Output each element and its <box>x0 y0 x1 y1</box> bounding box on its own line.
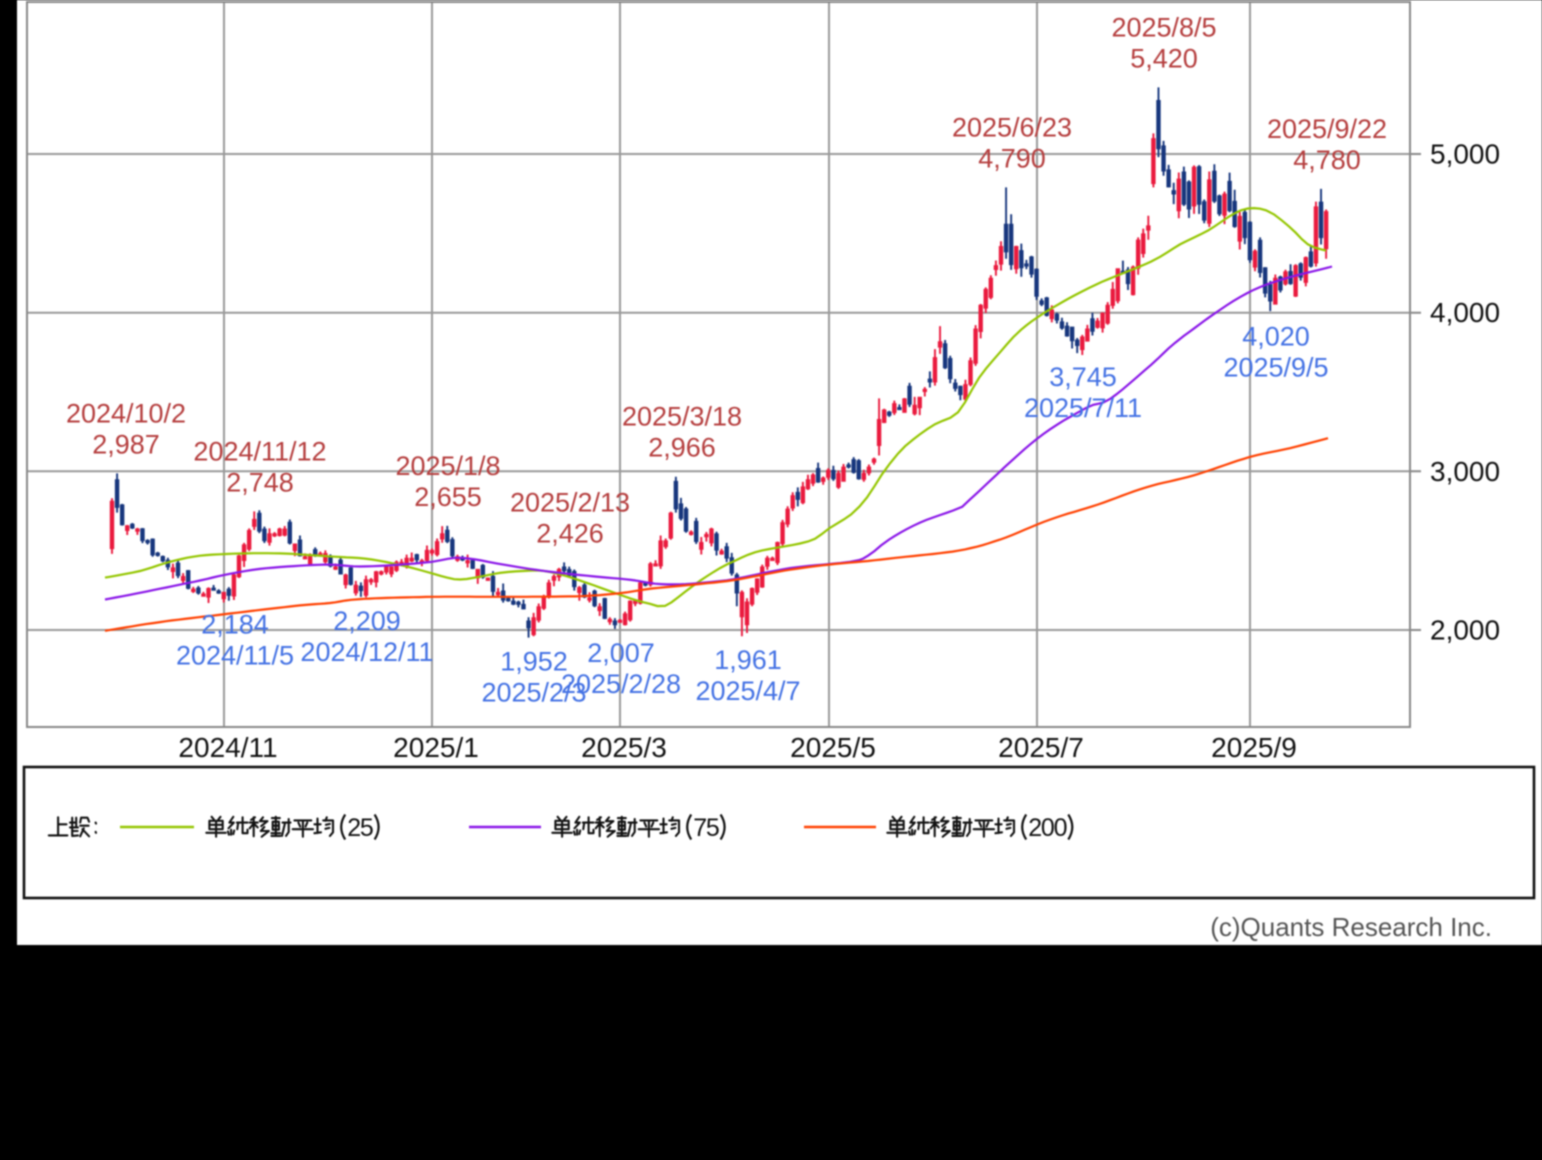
svg-text:2025/1: 2025/1 <box>393 732 479 763</box>
svg-text:2,748: 2,748 <box>226 467 294 497</box>
svg-text:2,184: 2,184 <box>201 610 269 640</box>
svg-text:2,209: 2,209 <box>333 606 401 636</box>
svg-text:(c)Quants Research Inc.: (c)Quants Research Inc. <box>1210 912 1492 942</box>
svg-text:2024/11/5: 2024/11/5 <box>176 641 294 671</box>
svg-text:5,000: 5,000 <box>1430 139 1500 170</box>
svg-text:2025/1/8: 2025/1/8 <box>395 451 500 481</box>
svg-text:2025/4/7: 2025/4/7 <box>695 676 800 706</box>
svg-text:3,745: 3,745 <box>1049 362 1117 392</box>
svg-text:2024/12/11: 2024/12/11 <box>300 637 433 667</box>
svg-text:2025/9/22: 2025/9/22 <box>1267 114 1387 144</box>
svg-text:2025/2/13: 2025/2/13 <box>510 487 630 517</box>
svg-text:2025/2/28: 2025/2/28 <box>561 669 681 699</box>
svg-text:4,790: 4,790 <box>978 143 1046 173</box>
svg-text:5: 5 <box>360 814 374 842</box>
svg-text:1,952: 1,952 <box>500 647 568 677</box>
svg-text:4,780: 4,780 <box>1293 145 1361 175</box>
svg-text:4,000: 4,000 <box>1430 297 1500 328</box>
svg-text:1,961: 1,961 <box>714 645 782 675</box>
svg-text:2,007: 2,007 <box>587 638 655 668</box>
svg-text:2025/9: 2025/9 <box>1211 732 1297 763</box>
svg-text:2024/10/2: 2024/10/2 <box>66 398 186 428</box>
svg-text:2025/7: 2025/7 <box>998 732 1084 763</box>
svg-text:2024/11: 2024/11 <box>178 732 277 763</box>
svg-text:2025/2/3: 2025/2/3 <box>481 678 586 708</box>
svg-text:2025/6/23: 2025/6/23 <box>952 112 1072 142</box>
svg-text:2: 2 <box>347 814 361 842</box>
svg-text:2025/8/5: 2025/8/5 <box>1111 12 1216 42</box>
svg-text:2,000: 2,000 <box>1430 615 1500 646</box>
svg-text:2024/11/12: 2024/11/12 <box>193 436 326 466</box>
svg-text:2,426: 2,426 <box>536 518 604 548</box>
svg-text:5,420: 5,420 <box>1130 43 1198 73</box>
svg-text:3,000: 3,000 <box>1430 456 1500 487</box>
svg-text:2025/3/18: 2025/3/18 <box>622 402 742 432</box>
svg-text:4,020: 4,020 <box>1242 321 1310 351</box>
svg-text:2,966: 2,966 <box>648 433 716 463</box>
svg-text:5: 5 <box>706 814 720 842</box>
svg-text:2025/3: 2025/3 <box>581 732 667 763</box>
svg-text:0: 0 <box>1041 814 1055 842</box>
svg-text:2,655: 2,655 <box>414 482 482 512</box>
svg-text:2: 2 <box>1028 814 1042 842</box>
svg-text:2025/7/11: 2025/7/11 <box>1024 393 1142 423</box>
svg-text:2025/5: 2025/5 <box>790 732 876 763</box>
svg-text:7: 7 <box>693 814 707 842</box>
svg-text:0: 0 <box>1054 814 1068 842</box>
svg-text:2025/9/5: 2025/9/5 <box>1223 352 1328 382</box>
svg-text:2,987: 2,987 <box>92 429 160 459</box>
